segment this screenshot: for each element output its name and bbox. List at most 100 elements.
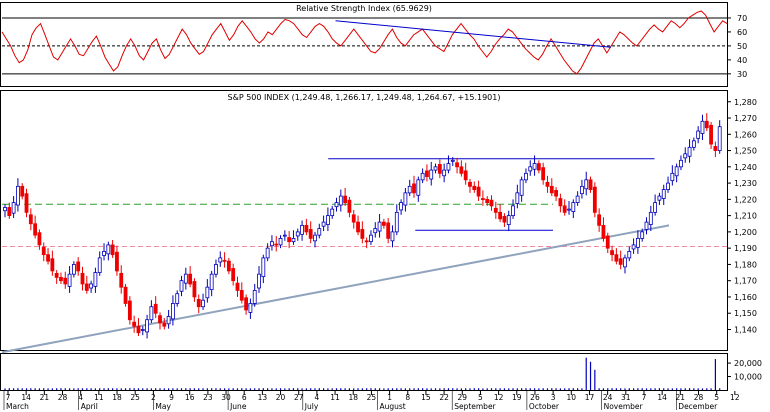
x-day-label: 24 xyxy=(603,393,613,402)
price-candle-body xyxy=(7,207,12,217)
price-candle-body xyxy=(455,162,459,168)
price-candle-body xyxy=(381,221,386,226)
price-candle-body xyxy=(295,231,300,237)
price-candle-body xyxy=(399,202,403,211)
price-candle-body xyxy=(429,169,434,180)
x-day-label: 5 xyxy=(478,393,483,402)
price-candle-body xyxy=(304,224,309,233)
price-candle-body xyxy=(76,261,81,272)
x-day-label: 22 xyxy=(439,393,449,402)
price-candle-body xyxy=(261,257,266,278)
price-candle-body xyxy=(691,140,696,148)
x-day-label: 4 xyxy=(78,393,83,402)
x-month-label: August xyxy=(380,402,406,411)
price-candle-body xyxy=(463,170,468,181)
price-candle-body xyxy=(274,243,279,246)
price-candle-body xyxy=(330,208,335,217)
price-candle-body xyxy=(50,258,55,272)
price-candle-body xyxy=(308,229,313,239)
price-candle-body xyxy=(472,185,477,190)
price-candle-body xyxy=(528,166,533,172)
price-candle-body xyxy=(412,183,416,194)
price-candle-body xyxy=(115,251,119,272)
price-title: S&P 500 INDEX (1,249.48, 1,266.17, 1,249… xyxy=(228,93,501,102)
price-candle-body xyxy=(364,240,369,243)
price-candle-body xyxy=(403,192,408,206)
price-candle-body xyxy=(218,257,223,263)
price-candle-body xyxy=(334,202,339,208)
rsi-ytick-label: 70 xyxy=(737,14,747,23)
x-day-label: 28 xyxy=(58,393,68,402)
price-candle-body xyxy=(214,264,218,275)
price-candle-body xyxy=(3,207,7,212)
price-candle-body xyxy=(605,235,610,249)
price-candle-body xyxy=(519,179,524,196)
price-ytick-label: 1,210 xyxy=(734,212,757,221)
price-candle-body xyxy=(644,221,649,230)
price-candle-body xyxy=(717,126,722,151)
price-candle-body xyxy=(618,258,623,265)
price-candle-body xyxy=(326,215,330,225)
price-candle-body xyxy=(459,166,464,174)
price-candle-body xyxy=(437,163,442,174)
price-candle-body xyxy=(300,224,304,235)
volume-panel-frame xyxy=(0,353,728,391)
price-candle-body xyxy=(80,272,85,285)
price-candle-body xyxy=(480,198,485,200)
price-candle-body xyxy=(575,195,580,204)
price-candle-body xyxy=(416,179,421,196)
rsi-ytick-label: 60 xyxy=(737,28,747,37)
rsi-ytick-label: 30 xyxy=(737,70,747,79)
x-day-label: 30 xyxy=(221,393,231,402)
price-candle-body xyxy=(532,163,537,170)
x-day-label: 20 xyxy=(276,393,286,402)
price-candle-body xyxy=(46,254,50,262)
price-candle-body xyxy=(373,228,378,234)
x-day-label: 1 xyxy=(387,393,392,402)
x-day-label: 5 xyxy=(714,393,719,402)
price-candle-body xyxy=(687,146,692,157)
price-candle-body xyxy=(192,281,197,298)
x-day-label: 19 xyxy=(512,393,522,402)
x-month-label: March xyxy=(6,402,29,411)
price-candle-body xyxy=(485,198,490,204)
price-ytick-label: 1,260 xyxy=(734,130,757,139)
price-candle-body xyxy=(713,146,718,151)
price-candle-body xyxy=(502,216,507,223)
price-candle-body xyxy=(666,182,670,190)
x-month-label: June xyxy=(229,402,247,411)
price-candle-body xyxy=(321,221,326,227)
price-candle-body xyxy=(674,166,679,177)
price-candle-body xyxy=(347,199,352,213)
x-day-label: 17 xyxy=(585,393,595,402)
price-candle-body xyxy=(351,214,356,223)
price-candle-body xyxy=(226,260,231,272)
price-candle-body xyxy=(511,205,515,217)
price-candle-body xyxy=(110,244,115,256)
price-candle-body xyxy=(369,234,373,243)
rsi-ytick-label: 40 xyxy=(737,56,747,65)
x-month-label: November xyxy=(604,402,644,411)
x-day-label: 12 xyxy=(730,393,740,402)
price-candle-body xyxy=(545,181,550,187)
price-candle-body xyxy=(696,130,701,139)
price-candle-body xyxy=(33,223,38,236)
x-month-label: July xyxy=(304,402,319,411)
x-day-label: 29 xyxy=(457,393,467,402)
price-candle-body xyxy=(63,277,68,285)
price-candle-body xyxy=(498,211,503,220)
price-trendline xyxy=(1,224,670,354)
price-candle-body xyxy=(84,283,89,291)
price-candle-body xyxy=(407,185,412,194)
x-day-label: 15 xyxy=(421,393,431,402)
price-candle-body xyxy=(541,167,546,181)
price-candle-body xyxy=(506,215,511,225)
x-day-label: 21 xyxy=(676,393,686,402)
x-day-label: 23 xyxy=(203,393,213,402)
price-candle-body xyxy=(145,319,149,333)
price-ytick-label: 1,180 xyxy=(734,260,757,269)
price-candle-body xyxy=(102,251,106,256)
price-ytick-label: 1,220 xyxy=(734,195,757,204)
x-day-label: 14 xyxy=(657,393,667,402)
price-ytick-label: 1,280 xyxy=(734,98,757,107)
